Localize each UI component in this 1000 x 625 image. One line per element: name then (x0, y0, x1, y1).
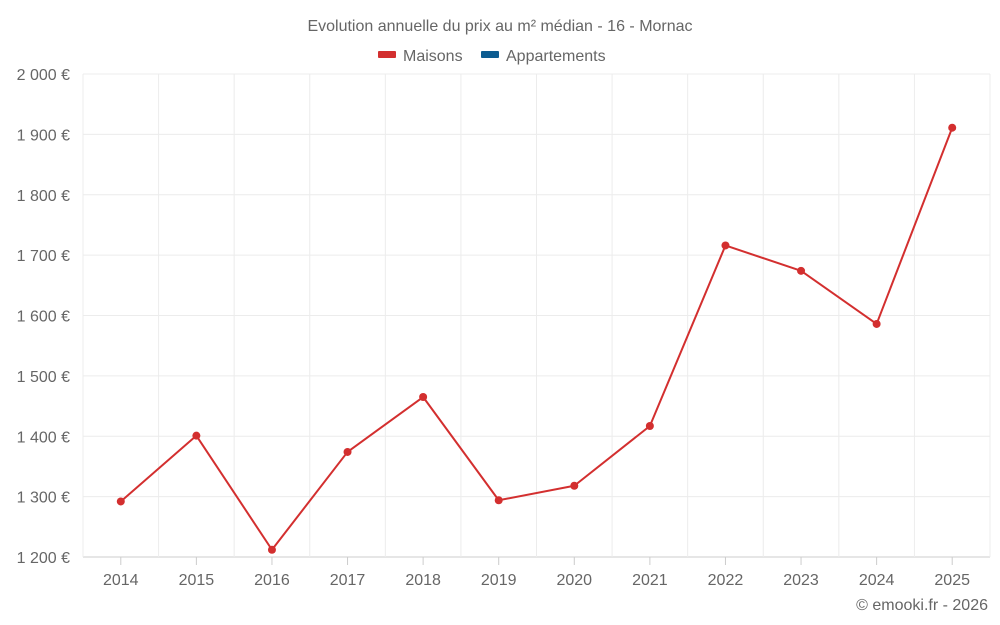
x-tick-label: 2019 (481, 572, 517, 589)
data-point-maisons-2024[interactable] (872, 319, 881, 328)
x-tick-label: 2015 (179, 572, 215, 589)
data-point-maisons-2019[interactable] (494, 496, 503, 505)
y-tick-label: 1 200 € (17, 550, 70, 567)
data-point-maisons-2025[interactable] (948, 123, 957, 132)
x-tick-label: 2022 (708, 572, 744, 589)
legend: Maisons Appartements (378, 48, 606, 65)
series-maisons (116, 123, 957, 554)
legend-item-maisons[interactable]: Maisons (378, 48, 463, 65)
data-point-maisons-2022[interactable] (721, 241, 730, 250)
x-tick-label: 2021 (632, 572, 668, 589)
data-point-maisons-2016[interactable] (267, 545, 276, 554)
data-point-maisons-2018[interactable] (419, 393, 428, 402)
series-line-maisons (120, 127, 954, 551)
legend-swatch-maisons (378, 51, 396, 58)
x-tick-label: 2016 (254, 572, 290, 589)
x-tick-label: 2014 (103, 572, 139, 589)
data-point-maisons-2023[interactable] (797, 266, 806, 275)
y-tick-label: 1 700 € (17, 248, 70, 265)
y-tick-label: 1 800 € (17, 188, 70, 205)
y-axis: 1 200 € 1 300 € 1 400 € 1 500 € 1 600 € 1 700… (17, 67, 70, 567)
grid (82, 73, 991, 558)
x-tick-label: 2017 (330, 572, 366, 589)
legend-label-maisons: Maisons (403, 48, 463, 65)
data-point-maisons-2021[interactable] (645, 421, 654, 430)
legend-item-appartements[interactable]: Appartements (481, 48, 606, 65)
x-tick-label: 2024 (859, 572, 895, 589)
y-tick-label: 2 000 € (17, 67, 70, 84)
y-tick-label: 1 300 € (17, 490, 70, 507)
data-point-maisons-2020[interactable] (570, 481, 579, 490)
y-tick-label: 1 500 € (17, 369, 70, 386)
data-point-maisons-2014[interactable] (116, 497, 125, 506)
chart-title: Evolution annuelle du prix au m² médian … (307, 18, 692, 35)
x-tick-label: 2018 (405, 572, 441, 589)
y-tick-label: 1 400 € (17, 429, 70, 446)
y-tick-label: 1 900 € (17, 127, 70, 144)
legend-swatch-appartements (481, 51, 499, 58)
credit-text: © emooki.fr - 2026 (856, 597, 988, 614)
x-tick-label: 2023 (783, 572, 819, 589)
legend-label-appartements: Appartements (506, 48, 606, 65)
x-tick-label: 2020 (556, 572, 592, 589)
y-tick-label: 1 600 € (17, 309, 70, 326)
data-point-maisons-2017[interactable] (343, 447, 352, 456)
x-tick-label: 2025 (934, 572, 970, 589)
x-axis: 2014 2015 2016 2017 2018 2019 2020 2021 2022 2023… (103, 557, 970, 589)
data-point-maisons-2015[interactable] (192, 431, 201, 440)
